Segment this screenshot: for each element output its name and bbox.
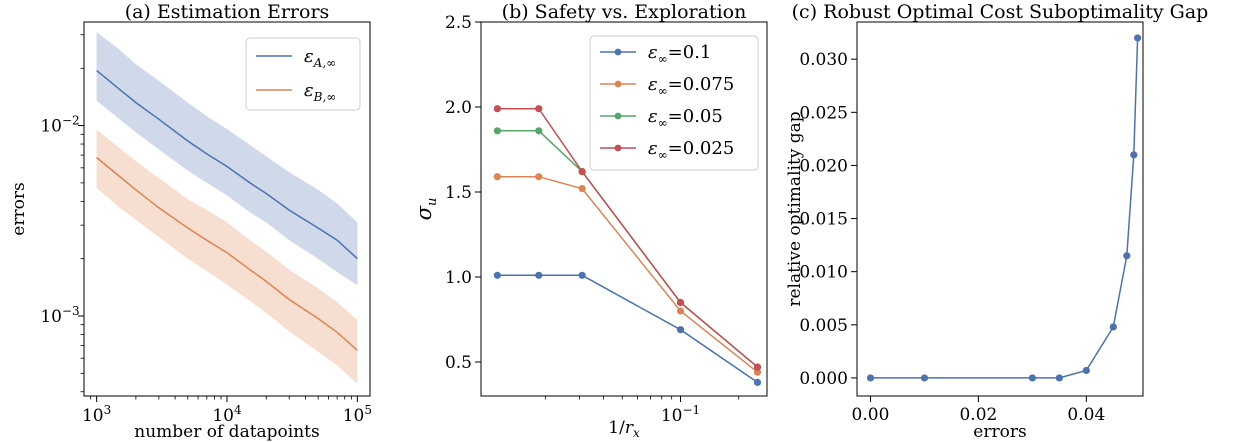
y-tick-label: 1.0	[445, 268, 472, 288]
legend-marker	[614, 112, 622, 120]
panel-1: 103 104 105 10−3 10−2 (a) Estimation Errors	[40, 1, 372, 426]
legend-box	[589, 35, 759, 171]
data-point	[753, 378, 762, 386]
x-axis-label: number of datapoints	[134, 422, 319, 442]
x-tick-label: 0.04	[1067, 405, 1105, 425]
y-tick-label: 0.010	[799, 263, 848, 283]
panel-3: 0.00 0.02 0.04 0.000 0.005 0.010 0.015 0.020 0.0…	[792, 1, 1209, 425]
legend-label: ε∞=0.05	[648, 106, 723, 130]
data-point	[1130, 151, 1138, 159]
legend-marker	[614, 144, 622, 152]
x-tick-label: 10−1	[661, 403, 700, 426]
x-tick-label: 104	[212, 403, 242, 426]
y-tick-label: 2.5	[445, 13, 472, 33]
data-point	[1082, 366, 1090, 375]
data-point	[535, 271, 543, 279]
legend-label: εB,∞	[304, 80, 336, 104]
x-tick-label: 0.00	[852, 405, 890, 425]
plot-frame	[856, 21, 1144, 397]
y-tick-label: 10−3	[40, 304, 79, 327]
data-point	[578, 168, 586, 176]
y-tick-label: 2.0	[445, 98, 472, 118]
x-tick-label: 0.02	[959, 405, 997, 425]
legend-label: ε∞=0.075	[648, 74, 734, 98]
data-point	[493, 105, 501, 113]
legend-marker	[614, 48, 622, 56]
data-point	[920, 374, 929, 382]
data-point	[1028, 374, 1036, 382]
y-axis-label: errors	[9, 182, 29, 235]
legend-label: ε∞=0.025	[648, 138, 734, 162]
y-axis-label: σu	[412, 198, 440, 221]
data-point	[493, 173, 501, 181]
data-point	[676, 298, 685, 307]
legend-label: εA,∞	[304, 46, 336, 70]
x-tick-label: 105	[343, 403, 372, 426]
legend-label: ε∞=0.1	[648, 42, 711, 66]
plot-frame	[480, 21, 768, 397]
legend-panel-1: εA,∞ εB,∞	[245, 37, 361, 111]
data-point	[493, 127, 501, 135]
legend-panel-2: ε∞=0.1 ε∞=0.075 ε∞=0.05 ε∞=0.025	[589, 35, 759, 171]
series-line-1	[497, 274, 758, 384]
y-tick-label: 0.005	[799, 316, 848, 336]
chart-title: (c) Robust Optimal Cost Suboptimality Ga…	[792, 1, 1209, 23]
data-point	[753, 363, 762, 371]
y-tick-label: 0.015	[799, 210, 848, 230]
series-line-1	[96, 69, 358, 260]
data-point	[753, 368, 762, 376]
legend-box	[245, 37, 361, 111]
y-tick-label: 0.5	[445, 353, 472, 373]
data-point	[493, 271, 501, 279]
y-tick-label: 0.030	[799, 50, 848, 70]
panel-2: 10−1 0.5 1.0 1.5 2.0 2.5 (b) Safety vs. Explor…	[445, 1, 768, 426]
data-point	[578, 271, 586, 279]
data-point	[676, 326, 685, 334]
chart-title: (a) Estimation Errors	[125, 1, 330, 23]
legend-marker	[614, 80, 622, 88]
y-tick-label: 1.5	[445, 183, 472, 203]
y-tick-label: 0.020	[799, 156, 848, 176]
confidence-band-2	[96, 129, 358, 384]
x-tick-label: 103	[82, 403, 111, 426]
y-axis-label: relative optimality gap	[785, 111, 805, 306]
series-line-1	[870, 37, 1139, 379]
data-point	[535, 127, 543, 135]
series-line-2	[96, 156, 358, 351]
y-tick-label: 10−2	[40, 114, 79, 137]
data-point	[535, 105, 543, 113]
data-point	[866, 374, 875, 382]
chart-title: (b) Safety vs. Exploration	[502, 1, 747, 23]
x-axis-label: errors	[973, 422, 1026, 442]
data-point	[676, 307, 685, 315]
data-point	[535, 173, 543, 181]
y-tick-label: 0.025	[799, 103, 848, 123]
data-point	[578, 185, 586, 193]
confidence-band-1	[96, 32, 358, 286]
x-axis-label: 1/rx	[608, 418, 640, 440]
data-point	[1123, 252, 1131, 260]
data-point	[1109, 323, 1117, 331]
y-tick-label: 0.000	[799, 369, 848, 389]
data-point	[1055, 374, 1063, 382]
data-point	[1134, 34, 1142, 42]
